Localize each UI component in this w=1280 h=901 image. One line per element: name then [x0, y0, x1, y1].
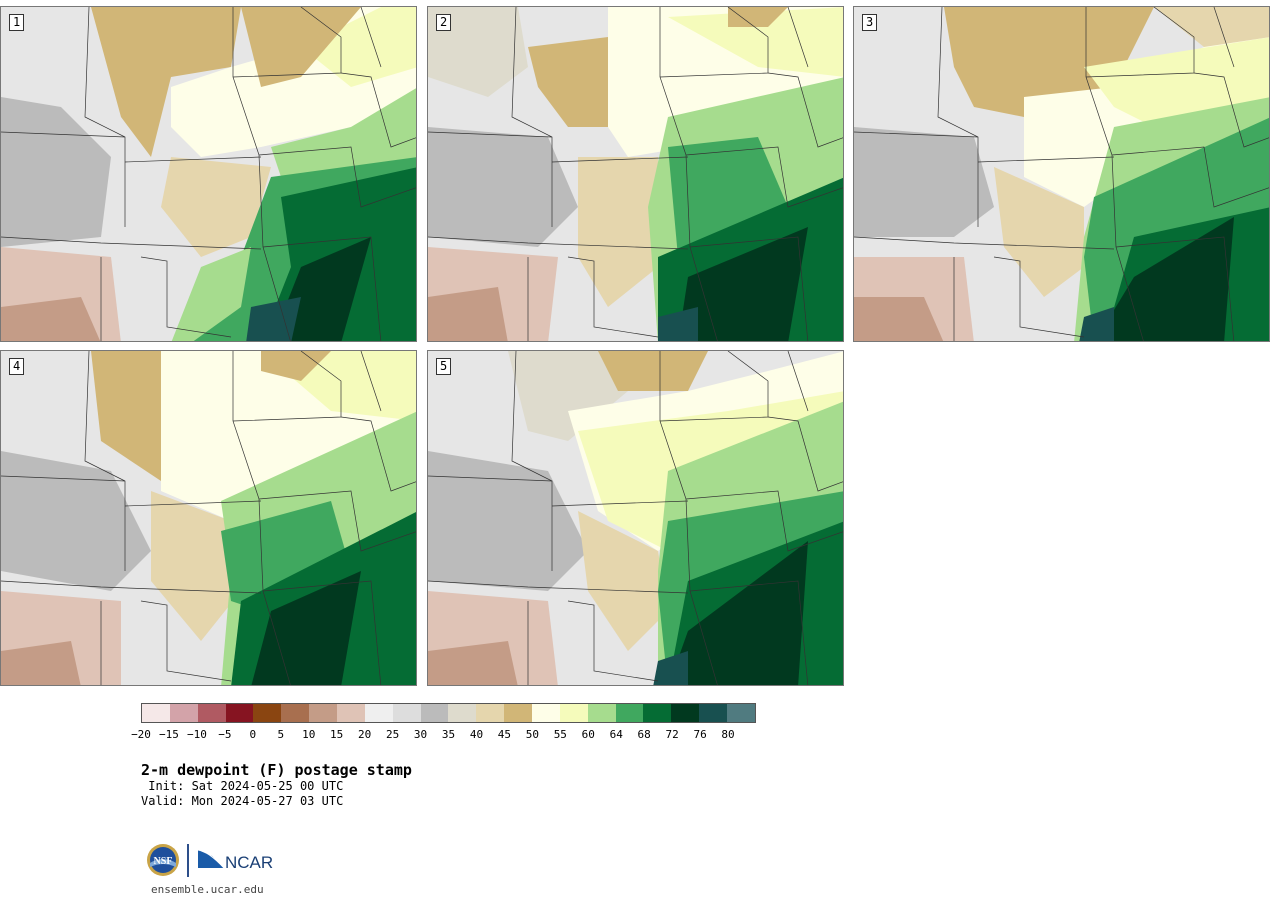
colorbar-swatch: [504, 704, 533, 722]
colorbar-tick-label: 35: [441, 728, 456, 741]
ncar-logo-text: NCAR: [225, 853, 273, 872]
colorbar-swatch: [476, 704, 505, 722]
map-panel-5: 5: [427, 350, 844, 686]
colorbar-swatch: [197, 704, 226, 722]
colorbar-tick-label: 20: [358, 728, 372, 741]
colorbar-ticks: −20 −15 −10 −5 0 5 10 15 20 25 30 35 40 45 50 55 60 64 68 7…: [131, 728, 756, 742]
colorbar-tick-label: 80: [721, 728, 735, 741]
colorbar-swatch: [281, 704, 310, 722]
colorbar-tick-label: 76: [693, 728, 707, 741]
colorbar-swatch: [392, 704, 421, 722]
colorbar-tick-label: −20: [131, 728, 151, 741]
colorbar-tick-label: −15: [159, 728, 179, 741]
panel-label: 5: [436, 358, 452, 375]
colorbar-swatch: [309, 704, 338, 722]
colorbar-tick-label: 68: [637, 728, 651, 741]
colorbar-swatch: [587, 704, 616, 722]
panel-label: 2: [436, 14, 452, 31]
colorbar-swatch: [169, 704, 198, 722]
colorbar-tick-label: −5: [218, 728, 232, 741]
colorbar-tick-label: 40: [469, 728, 484, 741]
map-panel-2: 2: [427, 6, 844, 342]
ncar-logo-icon: NCAR: [198, 849, 273, 872]
nsf-logo-text: NSF: [154, 856, 173, 867]
nsf-logo-icon: NSF: [147, 844, 179, 876]
init-time: Init: Sat 2024-05-25 00 UTC: [141, 779, 344, 793]
colorbar-swatch: [337, 704, 365, 722]
colorbar-tick-label: 50: [525, 728, 539, 741]
valid-time: Valid: Mon 2024-05-27 03 UTC: [141, 794, 344, 808]
colorbar-swatch: [671, 704, 700, 722]
colorbar-swatch: [448, 704, 477, 722]
colorbar-swatch: [532, 704, 560, 722]
colorbar-tick-label: 10: [302, 728, 316, 741]
colorbar-tick-label: −10: [186, 728, 207, 741]
colorbar: [141, 703, 756, 723]
dewpoint-map-1: [1, 7, 416, 341]
colorbar-swatch: [643, 704, 672, 722]
colorbar-tick-label: 25: [385, 728, 400, 741]
map-panel-1: 1: [0, 6, 417, 342]
colorbar-swatch: [225, 704, 254, 722]
colorbar-swatch: [559, 704, 588, 722]
map-panel-3: 3: [853, 6, 1270, 342]
panel-label: 1: [9, 14, 25, 31]
map-panel-4: 4: [0, 350, 417, 686]
colorbar-tick-label: 64: [609, 728, 623, 741]
colorbar-tick-label: 55: [553, 728, 567, 741]
footer-url: ensemble.ucar.edu: [151, 883, 264, 896]
logo-separator: [187, 844, 189, 877]
colorbar-tick-label: 5: [277, 728, 285, 741]
panel-label: 3: [862, 14, 878, 31]
dewpoint-map-3: [854, 7, 1269, 341]
colorbar-swatch: [727, 704, 755, 722]
dewpoint-map-2: [428, 7, 843, 341]
colorbar-swatch: [253, 704, 282, 722]
colorbar-swatch: [364, 704, 393, 722]
colorbar-swatch: [420, 704, 449, 722]
panel-label: 4: [9, 358, 25, 375]
colorbar-tick-label: 45: [497, 728, 512, 741]
plot-title: 2-m dewpoint (F) postage stamp: [141, 761, 412, 779]
colorbar-tick-label: 30: [413, 728, 428, 741]
colorbar-tick-label: 60: [581, 728, 595, 741]
colorbar-swatch: [615, 704, 644, 722]
dewpoint-map-4: [1, 351, 416, 685]
colorbar-tick-label: 0: [249, 728, 257, 741]
colorbar-swatch: [142, 704, 170, 722]
colorbar-tick-label: 72: [665, 728, 679, 741]
colorbar-tick-label: 15: [330, 728, 344, 741]
dewpoint-map-5: [428, 351, 843, 685]
colorbar-swatch: [699, 704, 728, 722]
